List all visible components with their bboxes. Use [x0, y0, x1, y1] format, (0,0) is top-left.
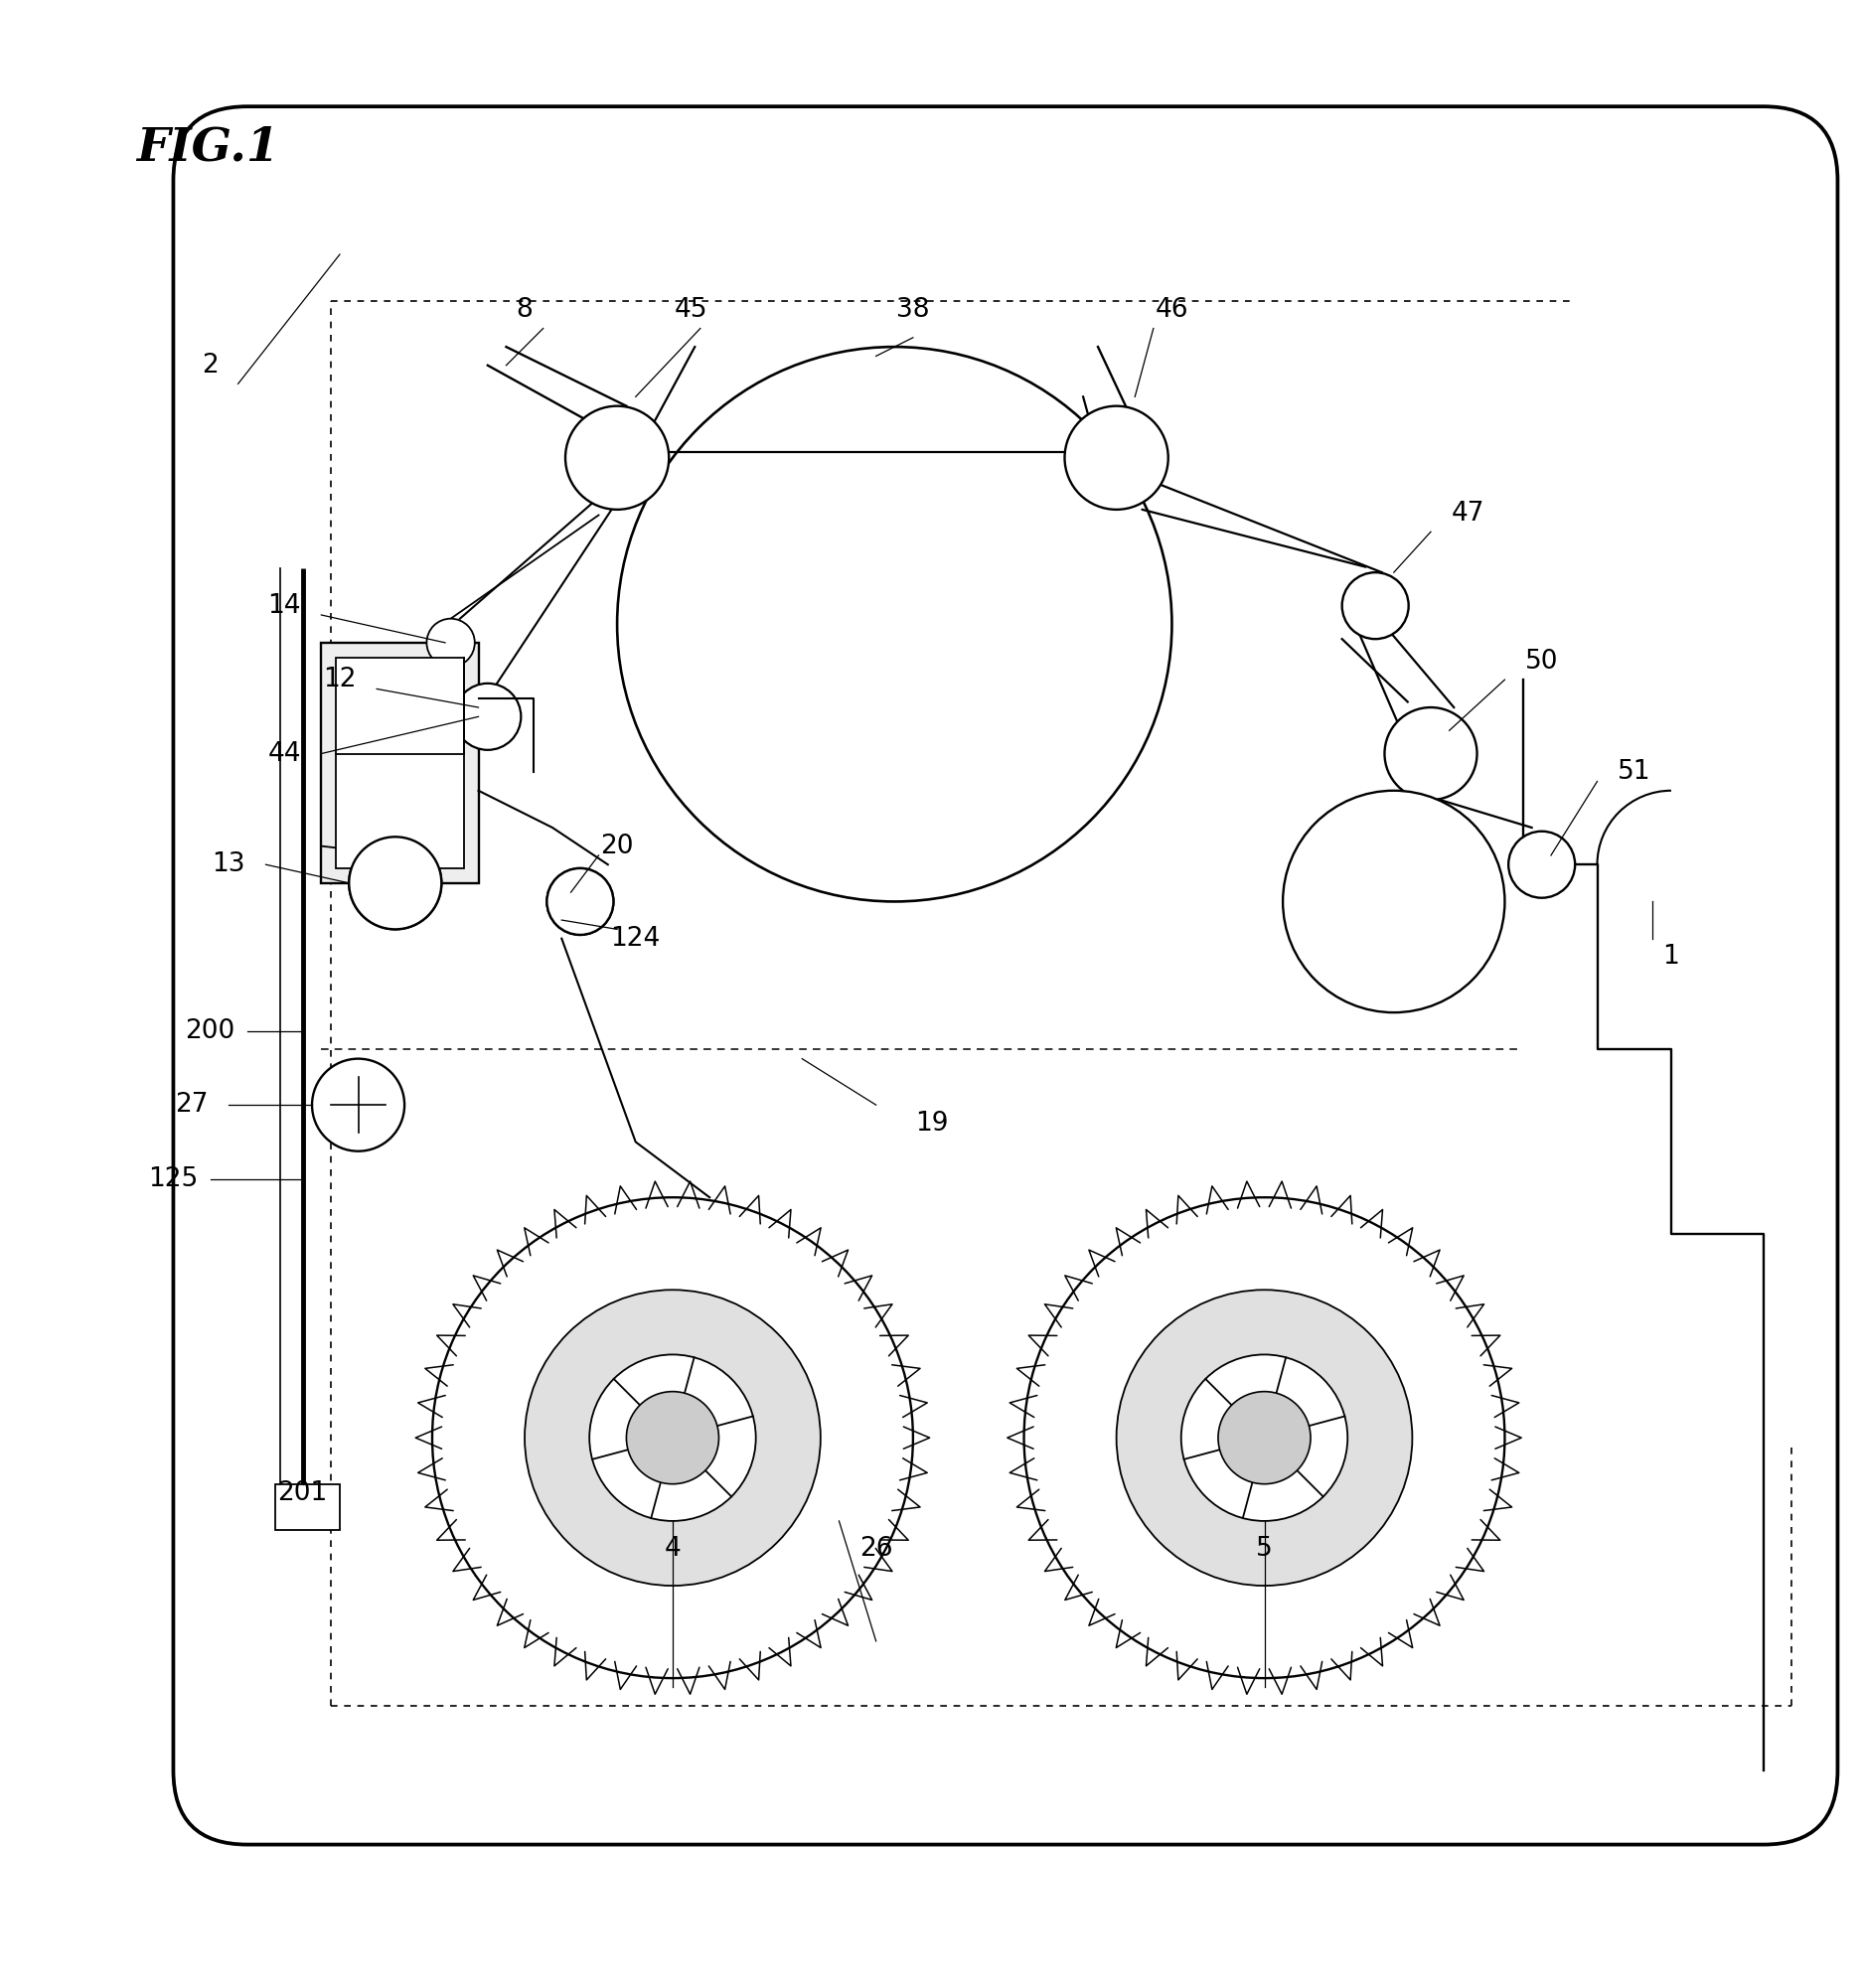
- Text: 2: 2: [201, 352, 218, 378]
- Circle shape: [432, 1197, 913, 1678]
- Text: 8: 8: [516, 296, 533, 322]
- Text: 47: 47: [1451, 501, 1485, 527]
- Text: 5: 5: [1256, 1537, 1272, 1563]
- Text: 44: 44: [268, 742, 302, 767]
- Circle shape: [626, 1392, 719, 1483]
- Text: 38: 38: [896, 296, 930, 322]
- Circle shape: [1218, 1392, 1310, 1483]
- Text: 201: 201: [278, 1481, 328, 1507]
- Circle shape: [348, 837, 442, 928]
- Circle shape: [548, 869, 613, 934]
- Circle shape: [564, 406, 669, 509]
- Circle shape: [1116, 1290, 1412, 1586]
- Circle shape: [1509, 831, 1574, 899]
- Circle shape: [348, 837, 442, 928]
- Text: 14: 14: [268, 592, 302, 618]
- Text: 13: 13: [212, 851, 246, 877]
- Text: 125: 125: [149, 1167, 197, 1193]
- Text: 26: 26: [859, 1537, 892, 1563]
- Text: 51: 51: [1617, 759, 1651, 785]
- Bar: [276, 1483, 339, 1531]
- Text: 27: 27: [175, 1091, 209, 1117]
- Text: 45: 45: [674, 296, 708, 322]
- Text: 50: 50: [1526, 648, 1557, 674]
- Text: 12: 12: [322, 666, 356, 692]
- Text: 19: 19: [915, 1111, 948, 1137]
- Circle shape: [311, 1060, 404, 1151]
- Text: 200: 200: [184, 1018, 235, 1044]
- Text: FIG.1: FIG.1: [136, 125, 279, 171]
- Circle shape: [1064, 406, 1168, 509]
- Circle shape: [1284, 791, 1505, 1012]
- FancyBboxPatch shape: [173, 107, 1837, 1845]
- Circle shape: [1025, 1197, 1505, 1678]
- Text: 20: 20: [600, 833, 633, 859]
- Text: 124: 124: [611, 926, 661, 952]
- Circle shape: [525, 1290, 820, 1586]
- Text: 46: 46: [1155, 296, 1189, 322]
- Circle shape: [1181, 1354, 1347, 1521]
- Circle shape: [617, 346, 1172, 901]
- Circle shape: [1341, 573, 1408, 638]
- Text: 1: 1: [1664, 944, 1680, 970]
- Circle shape: [548, 869, 613, 934]
- Bar: [335, 658, 464, 869]
- Circle shape: [455, 684, 522, 749]
- Circle shape: [427, 618, 475, 666]
- Text: 4: 4: [665, 1537, 682, 1563]
- Circle shape: [589, 1354, 756, 1521]
- Bar: [320, 642, 479, 883]
- Circle shape: [1384, 708, 1477, 799]
